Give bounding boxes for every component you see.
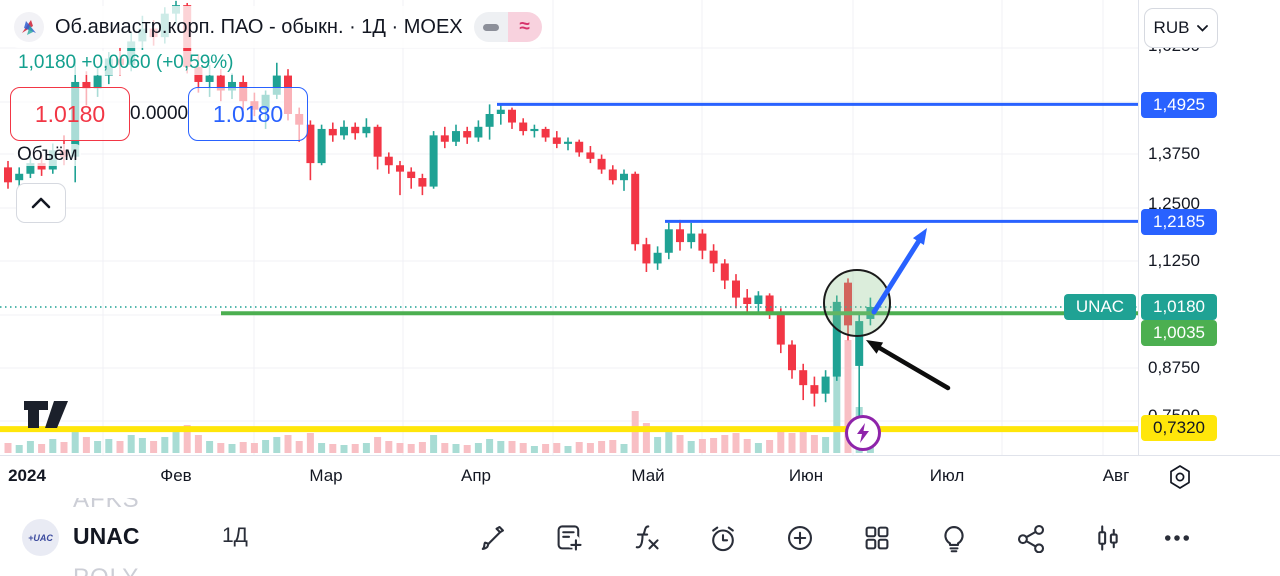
- share-icon[interactable]: [1011, 518, 1051, 558]
- last-price-symbol-tag: UNAC: [1064, 294, 1136, 320]
- month-label: 2024: [8, 466, 46, 485]
- ideas-icon[interactable]: [934, 518, 974, 558]
- chevron-down-icon: [1197, 24, 1209, 32]
- last-price-change: 1,0180 +0,0060 (+0,59%): [14, 51, 238, 75]
- price-chart-canvas[interactable]: [0, 0, 1138, 455]
- symbol-avatar[interactable]: +UAC: [22, 519, 59, 556]
- toolbar-interval-button[interactable]: 1Д: [222, 524, 248, 547]
- month-label: Мар: [309, 466, 343, 485]
- price-tick: 1,3750: [1148, 144, 1200, 163]
- month-label: Фев: [160, 466, 192, 485]
- currency-value: RUB: [1153, 18, 1190, 37]
- yellow-level-label: 0,7320: [1141, 415, 1217, 441]
- buy-price-button[interactable]: 1.0180: [188, 87, 308, 141]
- last-price-label: 1,0180: [1141, 294, 1217, 320]
- more-icon[interactable]: [1157, 518, 1197, 558]
- month-label: Июл: [929, 466, 965, 485]
- time-axis[interactable]: 2024 Фев Мар Апр Май Июн Июл Авг: [0, 455, 1280, 498]
- flash-event-icon[interactable]: [845, 415, 881, 451]
- draw-icon[interactable]: [472, 518, 512, 558]
- market-status-pill[interactable]: ≈: [473, 12, 542, 42]
- chart-panel: Об.авиастр.корп. ПАО - обыкн. · 1Д · MOE…: [0, 0, 1280, 498]
- price-tick: 1,2500: [1148, 194, 1200, 213]
- symbol-logo-icon: [14, 12, 44, 42]
- order-quote-row: 1.0180 0.0000 1.0180: [10, 87, 308, 141]
- chart-legend-row[interactable]: Об.авиастр.корп. ПАО - обыкн. · 1Д · MOE…: [8, 6, 548, 48]
- layout-icon[interactable]: [857, 518, 897, 558]
- sell-price-button[interactable]: 1.0180: [10, 87, 130, 141]
- month-label: Июн: [788, 466, 824, 485]
- toolbar-symbol[interactable]: UNAC: [73, 523, 140, 549]
- spread-value: 0.0000: [130, 103, 189, 124]
- month-label: Апр: [461, 466, 491, 485]
- watchlist-item-above: AFKS: [73, 497, 140, 513]
- alerts-icon[interactable]: [703, 518, 743, 558]
- price-tick: 1,1250: [1148, 251, 1200, 270]
- bottom-toolbar-strip: AFKS POLY +UAC UNAC 1Д: [0, 497, 1280, 576]
- notes-icon[interactable]: [549, 518, 589, 558]
- trade-icon[interactable]: [780, 518, 820, 558]
- delayed-data-icon: ≈: [507, 12, 542, 42]
- green-level-label: 1,0035: [1141, 320, 1217, 346]
- month-label: Май: [631, 466, 665, 485]
- tradingview-logo: [24, 401, 72, 434]
- volume-indicator-label[interactable]: Объём: [14, 144, 81, 166]
- chart-type-icon[interactable]: [1088, 518, 1128, 558]
- watchlist-item-below: POLY: [73, 564, 139, 576]
- expand-pane-button[interactable]: [16, 183, 66, 223]
- level-label-12185: 1,2185: [1141, 209, 1217, 235]
- axis-settings-icon[interactable]: [1160, 462, 1200, 492]
- month-label: Авг: [1102, 466, 1130, 485]
- symbol-title: Об.авиастр.корп. ПАО - обыкн. · 1Д · MOE…: [55, 15, 463, 38]
- market-closed-icon: [473, 12, 508, 42]
- indicators-icon[interactable]: [626, 518, 666, 558]
- currency-selector[interactable]: RUB: [1144, 8, 1218, 48]
- price-tick: 0,8750: [1148, 358, 1200, 377]
- level-label-14925: 1,4925: [1141, 92, 1217, 118]
